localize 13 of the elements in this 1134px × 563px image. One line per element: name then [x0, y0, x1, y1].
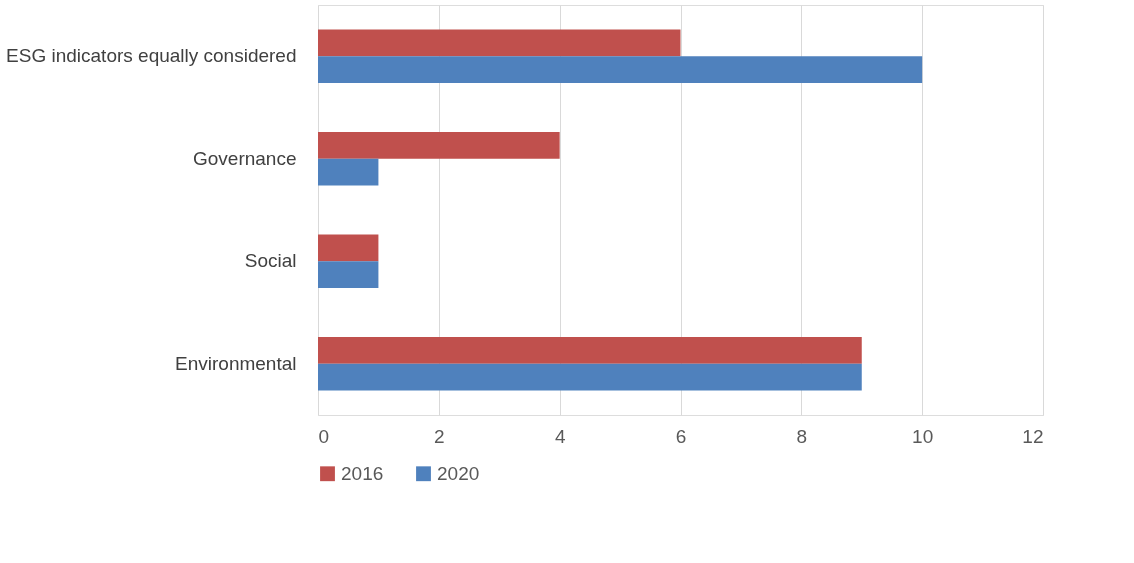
y-tick-label: ESG indicators equally considered	[6, 45, 297, 67]
x-tick-label: 12	[1022, 425, 1044, 447]
y-tick-label: Social	[244, 250, 297, 272]
y-tick-label: Governance	[192, 147, 297, 169]
x-tick-label: 6	[675, 425, 687, 447]
y-tick-label: Environmental	[175, 352, 297, 374]
legend-label: 2020	[437, 462, 480, 484]
x-tick-label: 4	[554, 425, 566, 447]
x-tick-label: 2	[434, 425, 445, 447]
x-tick-label: 10	[912, 425, 934, 447]
x-tick-label: 0	[318, 425, 330, 447]
x-tick-label: 8	[796, 425, 808, 447]
legend-label: 2016	[341, 462, 384, 484]
